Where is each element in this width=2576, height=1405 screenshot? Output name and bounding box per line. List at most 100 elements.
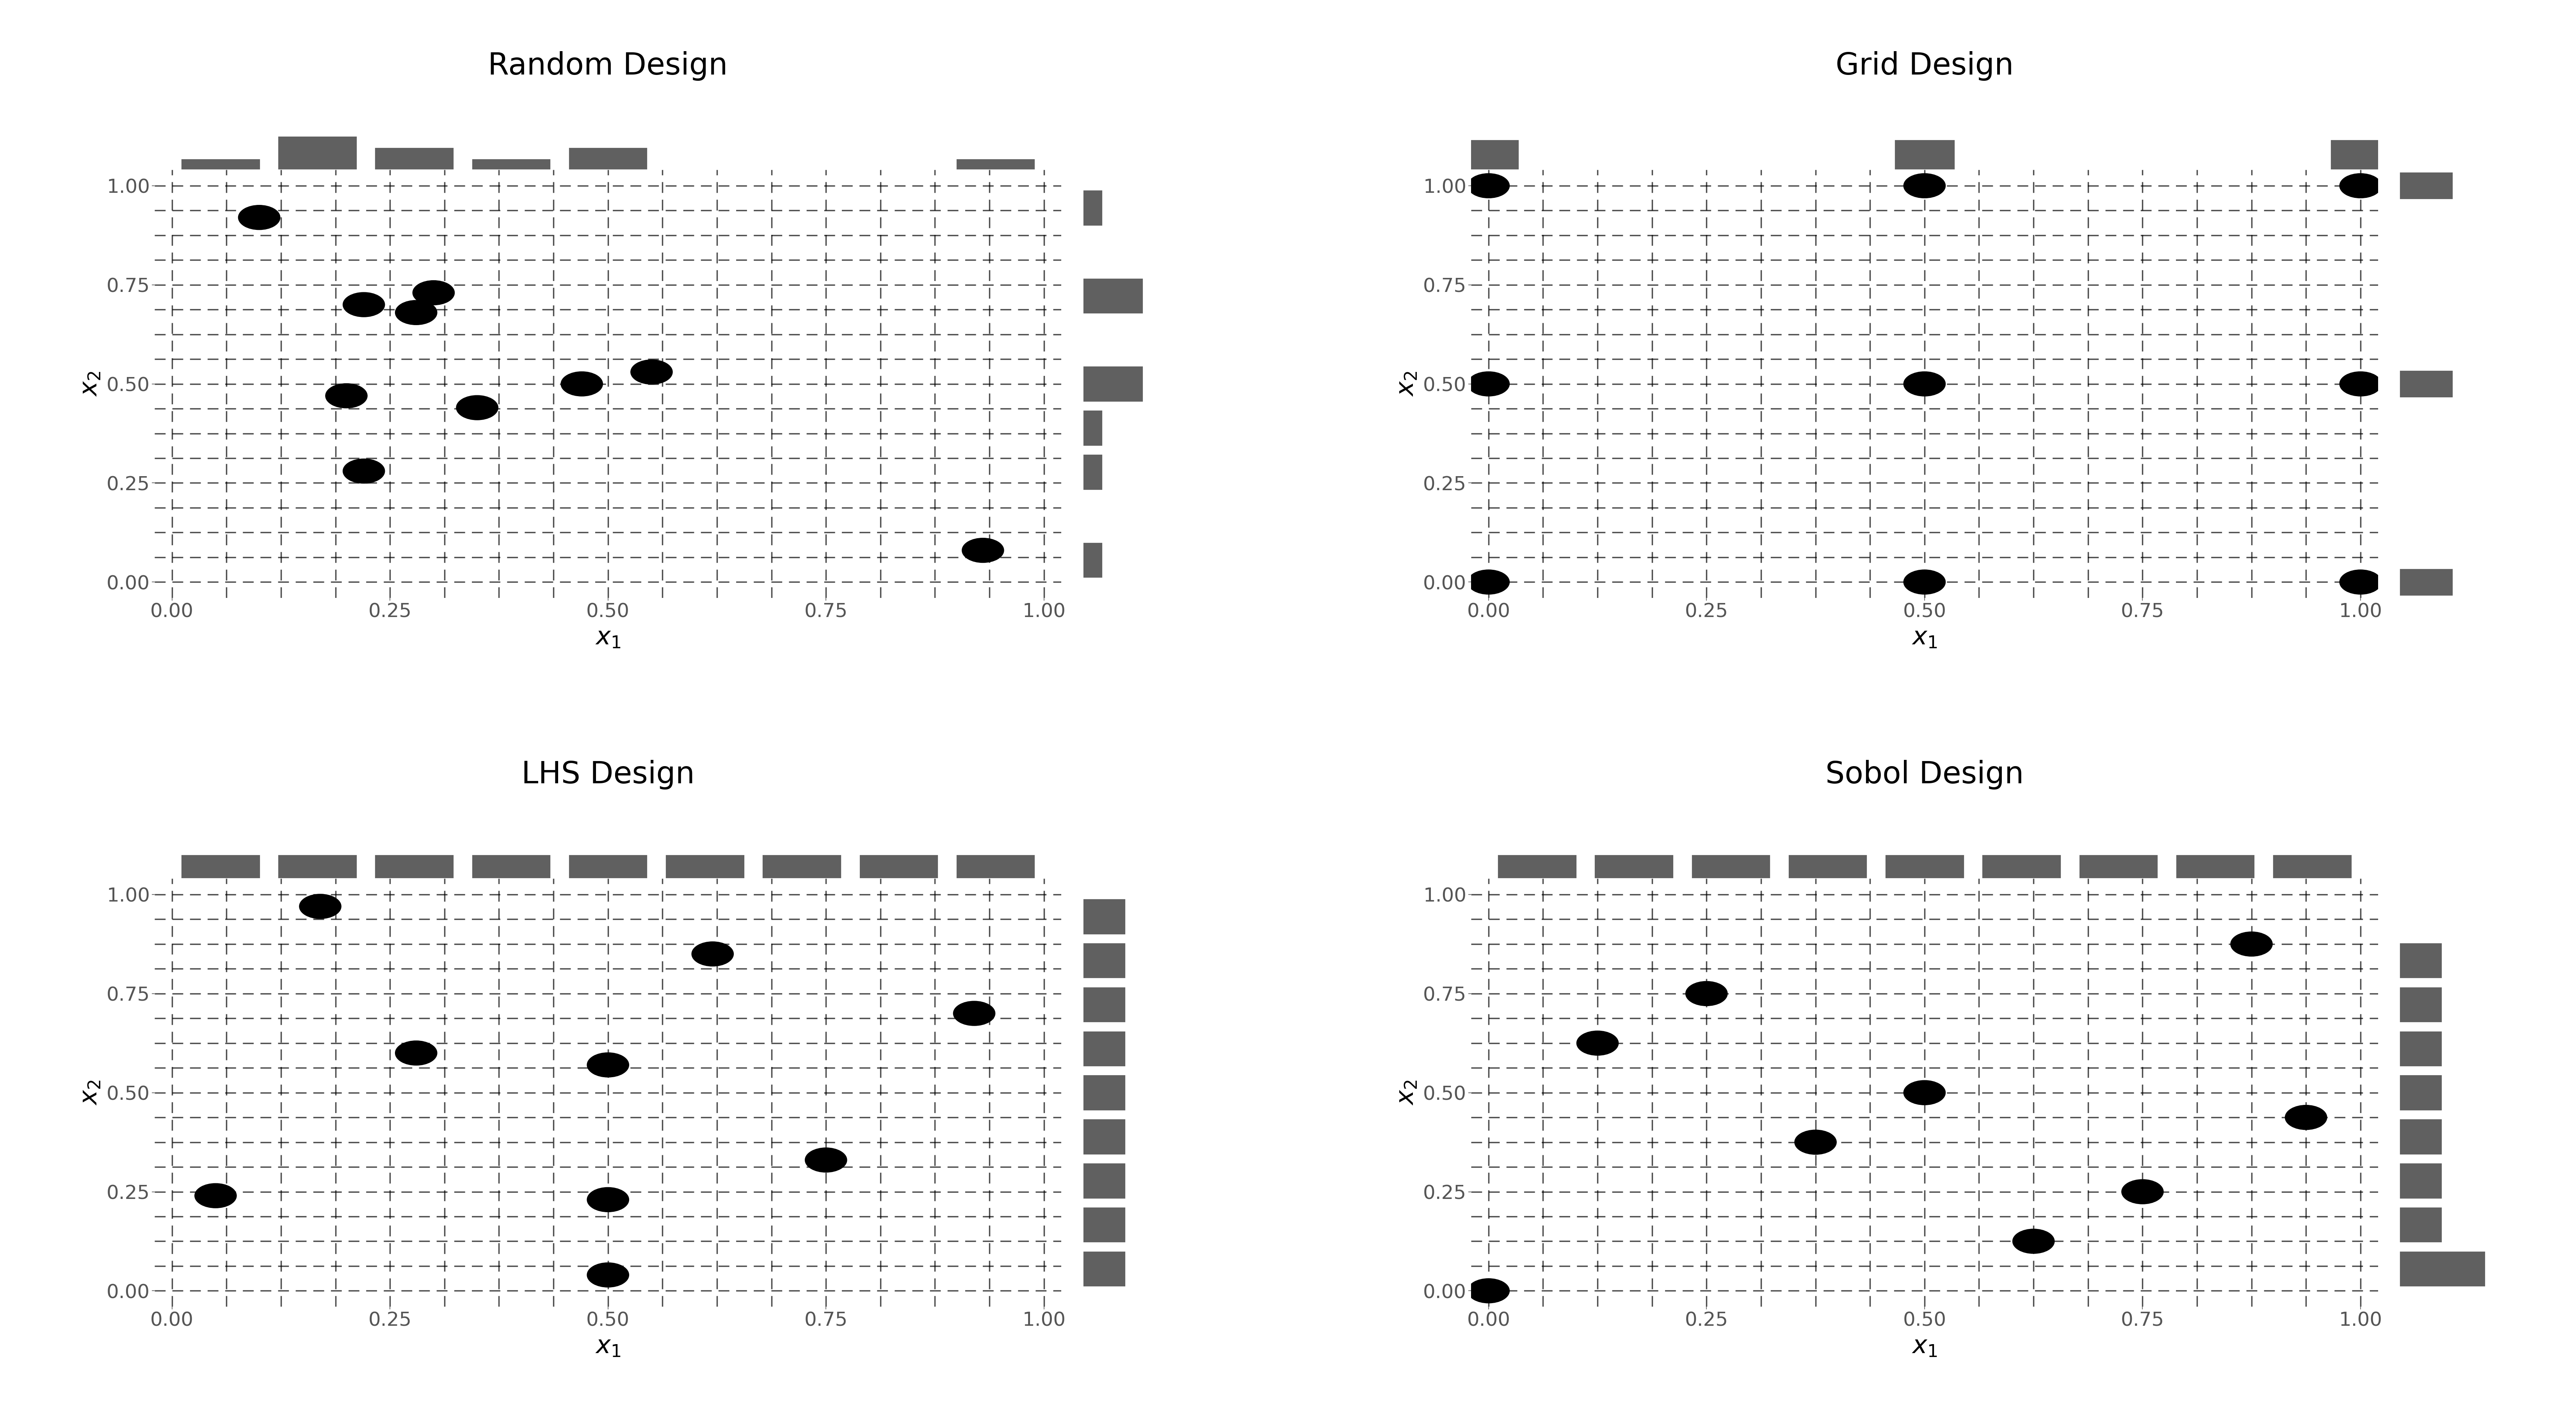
Bar [374, 148, 453, 170]
Bar [1082, 986, 1126, 1023]
X-axis label: $x_1$: $x_1$ [1911, 1335, 1937, 1359]
Bar [956, 854, 1036, 878]
Bar [956, 159, 1036, 170]
Bar [569, 148, 647, 170]
Bar [2398, 986, 2442, 1023]
Bar [180, 159, 260, 170]
Ellipse shape [562, 371, 603, 396]
Ellipse shape [1468, 1279, 1510, 1302]
Ellipse shape [587, 1263, 629, 1287]
Ellipse shape [1685, 981, 1728, 1006]
Ellipse shape [325, 384, 368, 407]
Title: Sobol Design: Sobol Design [1826, 760, 2025, 790]
X-axis label: $x_1$: $x_1$ [1911, 625, 1937, 649]
Bar [471, 159, 551, 170]
Bar [2272, 854, 2352, 878]
Bar [1082, 278, 1144, 313]
Bar [278, 854, 358, 878]
Ellipse shape [196, 1183, 237, 1208]
Bar [2398, 1118, 2442, 1155]
Bar [1082, 1031, 1126, 1066]
Bar [2398, 1163, 2442, 1198]
Ellipse shape [2231, 932, 2272, 957]
Ellipse shape [953, 1002, 994, 1026]
Ellipse shape [2339, 570, 2380, 594]
Bar [2398, 171, 2452, 200]
Ellipse shape [1468, 570, 1510, 594]
Ellipse shape [2012, 1229, 2056, 1253]
Title: Grid Design: Grid Design [1837, 51, 2014, 80]
Bar [1886, 854, 1965, 878]
Ellipse shape [456, 395, 497, 420]
Ellipse shape [299, 894, 340, 919]
Ellipse shape [2123, 1179, 2164, 1204]
Bar [2398, 370, 2452, 398]
Ellipse shape [2339, 371, 2380, 396]
Ellipse shape [394, 301, 438, 325]
Bar [1082, 190, 1103, 226]
Ellipse shape [961, 538, 1005, 562]
Title: LHS Design: LHS Design [520, 760, 696, 790]
Bar [1497, 854, 1577, 878]
Bar [2398, 1207, 2442, 1243]
Y-axis label: $x_2$: $x_2$ [1394, 1080, 1419, 1106]
Y-axis label: $x_2$: $x_2$ [77, 371, 103, 396]
Bar [1082, 1118, 1126, 1155]
Bar [1690, 854, 1770, 878]
Ellipse shape [587, 1187, 629, 1213]
Bar [374, 854, 453, 878]
Ellipse shape [394, 1041, 438, 1065]
Bar [2398, 568, 2452, 596]
Bar [278, 136, 358, 170]
Bar [762, 854, 842, 878]
Bar [858, 854, 938, 878]
Y-axis label: $x_2$: $x_2$ [77, 1080, 103, 1106]
Bar [1595, 854, 1674, 878]
Ellipse shape [1468, 173, 1510, 198]
Bar [1981, 854, 2061, 878]
Bar [1082, 943, 1126, 979]
Bar [1082, 542, 1103, 577]
Bar [1082, 1250, 1126, 1287]
Ellipse shape [1904, 1080, 1945, 1104]
Ellipse shape [1904, 371, 1945, 396]
Bar [1082, 454, 1103, 490]
X-axis label: $x_1$: $x_1$ [595, 625, 621, 649]
Title: Random Design: Random Design [487, 51, 729, 80]
Ellipse shape [237, 205, 281, 230]
Y-axis label: $x_2$: $x_2$ [1394, 371, 1419, 396]
Bar [1082, 1207, 1126, 1243]
Bar [2398, 1250, 2486, 1287]
Ellipse shape [343, 459, 384, 483]
Bar [1082, 1075, 1126, 1111]
Bar [2079, 854, 2159, 878]
Bar [1082, 365, 1144, 402]
Bar [2329, 139, 2391, 170]
Ellipse shape [343, 292, 384, 318]
Bar [1458, 139, 1520, 170]
Bar [1788, 854, 1868, 878]
Bar [1082, 898, 1126, 934]
Ellipse shape [412, 281, 453, 305]
X-axis label: $x_1$: $x_1$ [595, 1335, 621, 1359]
Bar [569, 854, 647, 878]
Ellipse shape [693, 941, 734, 967]
Ellipse shape [1904, 570, 1945, 594]
Ellipse shape [806, 1148, 848, 1172]
Bar [2398, 1031, 2442, 1066]
Bar [1082, 410, 1103, 445]
Bar [180, 854, 260, 878]
Ellipse shape [2285, 1106, 2326, 1130]
Bar [471, 854, 551, 878]
Bar [1082, 1163, 1126, 1198]
Bar [2398, 1075, 2442, 1111]
Ellipse shape [2339, 173, 2380, 198]
Ellipse shape [631, 360, 672, 385]
Ellipse shape [587, 1052, 629, 1078]
Bar [2177, 854, 2254, 878]
Ellipse shape [1577, 1031, 1618, 1055]
Bar [665, 854, 744, 878]
Bar [2398, 943, 2442, 979]
Bar [1893, 139, 1955, 170]
Ellipse shape [1904, 173, 1945, 198]
